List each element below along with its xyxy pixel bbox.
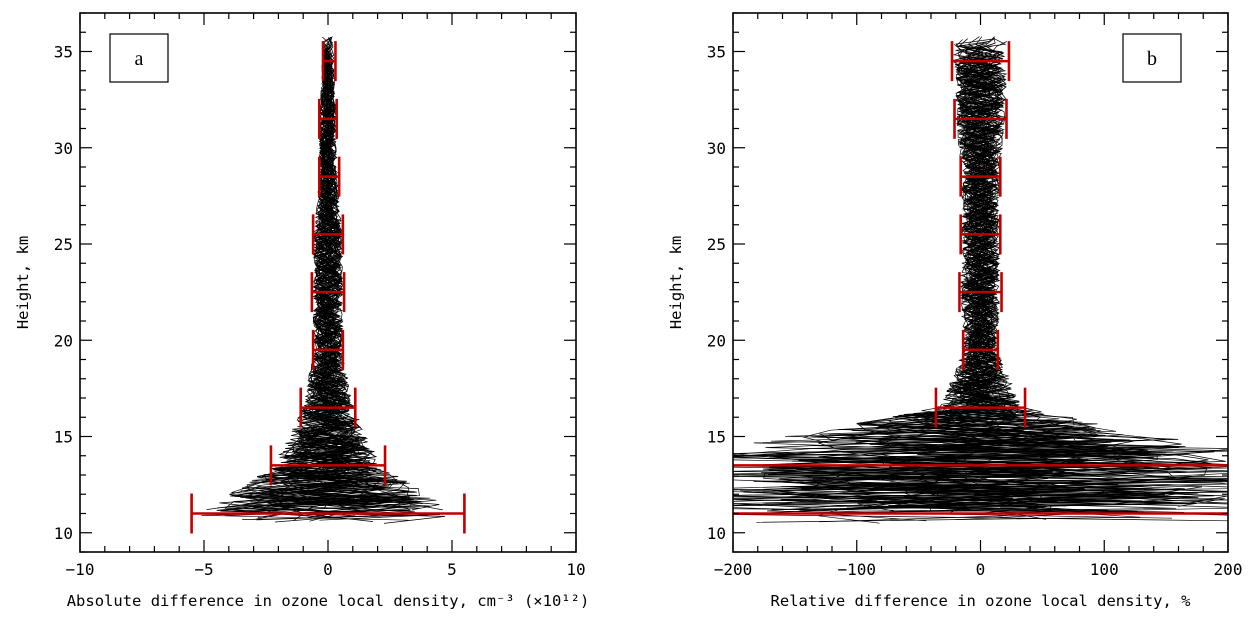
panel-b-tick-labels: −200 −100 0 100 200 10 15 20 25 30 35 <box>707 43 1243 580</box>
panel-a-y-axis-title: Height, km <box>14 236 32 329</box>
panel-b-y-tick-label: 20 <box>707 331 726 350</box>
panel-b-x-tick-label: 200 <box>1214 560 1243 579</box>
panel-a-y-tick-label: 30 <box>54 139 73 158</box>
panel-a-y-tick-label: 20 <box>54 331 73 350</box>
panel-a-profile-line <box>285 51 413 505</box>
panel-a-tick-labels: −10 −5 0 5 10 10 15 20 25 30 35 <box>54 43 586 580</box>
panel-b-profile-line <box>733 49 1209 505</box>
panel-b-profile-line <box>765 68 1228 516</box>
panel-a-profiles <box>201 36 446 524</box>
panel-b-profile-line <box>733 52 1228 517</box>
panel-b-y-tick-label: 15 <box>707 428 726 447</box>
panel-a: −10 −5 0 5 10 10 15 20 25 30 35 a Absolute differe… <box>14 12 590 610</box>
panel-a-ticks <box>79 12 577 553</box>
panel-b-y-tick-label: 10 <box>707 524 726 543</box>
panel-b-profile-line <box>733 65 1142 508</box>
panel-b-x-tick-label: 0 <box>976 560 986 579</box>
panel-a-x-tick-label: −10 <box>66 560 95 579</box>
panel-b-x-tick-label: 100 <box>1090 560 1119 579</box>
panel-b-x-axis-title: Relative difference in ozone local densi… <box>771 592 1192 610</box>
panel-b-y-tick-label: 25 <box>707 235 726 254</box>
panel-b-y-axis-title: Height, km <box>667 236 685 329</box>
panel-a-profile-line <box>269 59 412 513</box>
panel-b-y-tick-label: 35 <box>707 43 726 62</box>
panel-a-x-tick-label: 10 <box>566 560 585 579</box>
panel-b-error-bars <box>733 41 1228 515</box>
panel-a-profile-line <box>224 52 441 520</box>
panel-a-x-tick-label: 5 <box>447 560 457 579</box>
panel-b-profile-line <box>733 62 1175 511</box>
panel-a-x-tick-label: 0 <box>323 560 333 579</box>
panel-a-y-tick-label: 25 <box>54 235 73 254</box>
panel-b-y-tick-label: 30 <box>707 139 726 158</box>
panel-a-y-tick-label: 35 <box>54 43 73 62</box>
panel-b-label: b <box>1147 48 1157 70</box>
panel-a-x-axis-title: Absolute difference in ozone local densi… <box>67 592 590 610</box>
panel-b-ticks <box>732 12 1229 553</box>
panel-a-profile-line <box>266 61 391 509</box>
panel-a-y-tick-label: 15 <box>54 428 73 447</box>
panel-b-x-tick-label: −200 <box>714 560 753 579</box>
panel-b-label-box <box>1122 33 1182 83</box>
panel-a-label-box <box>109 33 169 83</box>
panel-a-y-tick-label: 10 <box>54 524 73 543</box>
panel-b: −200 −100 0 100 200 10 15 20 25 30 35 b Relative d… <box>667 12 1243 610</box>
panel-a-x-tick-label: −5 <box>194 560 213 579</box>
panel-a-profile-line <box>245 37 370 506</box>
panel-a-error-bars <box>190 41 466 534</box>
panel-b-profile-line <box>766 70 1228 519</box>
panel-a-label: a <box>135 48 144 70</box>
panel-b-x-tick-label: −100 <box>837 560 876 579</box>
panel-b-profile-line <box>733 66 1228 508</box>
panel-a-profile-line <box>294 47 440 511</box>
